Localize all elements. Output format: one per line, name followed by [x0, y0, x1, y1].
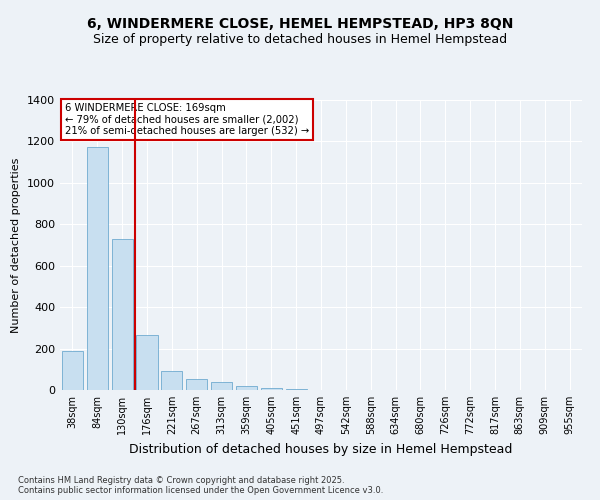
- Text: Contains HM Land Registry data © Crown copyright and database right 2025.
Contai: Contains HM Land Registry data © Crown c…: [18, 476, 383, 495]
- Bar: [236, 386, 257, 390]
- Bar: [112, 239, 133, 390]
- X-axis label: Distribution of detached houses by size in Hemel Hempstead: Distribution of detached houses by size …: [130, 442, 512, 456]
- Bar: [136, 335, 158, 390]
- Text: 6 WINDERMERE CLOSE: 169sqm
← 79% of detached houses are smaller (2,002)
21% of s: 6 WINDERMERE CLOSE: 169sqm ← 79% of deta…: [65, 103, 310, 136]
- Text: Size of property relative to detached houses in Hemel Hempstead: Size of property relative to detached ho…: [93, 32, 507, 46]
- Bar: [286, 389, 307, 390]
- Y-axis label: Number of detached properties: Number of detached properties: [11, 158, 22, 332]
- Bar: [186, 378, 207, 390]
- Bar: [87, 146, 108, 390]
- Bar: [62, 350, 83, 390]
- Bar: [261, 388, 282, 390]
- Bar: [211, 382, 232, 390]
- Bar: [161, 372, 182, 390]
- Text: 6, WINDERMERE CLOSE, HEMEL HEMPSTEAD, HP3 8QN: 6, WINDERMERE CLOSE, HEMEL HEMPSTEAD, HP…: [87, 18, 513, 32]
